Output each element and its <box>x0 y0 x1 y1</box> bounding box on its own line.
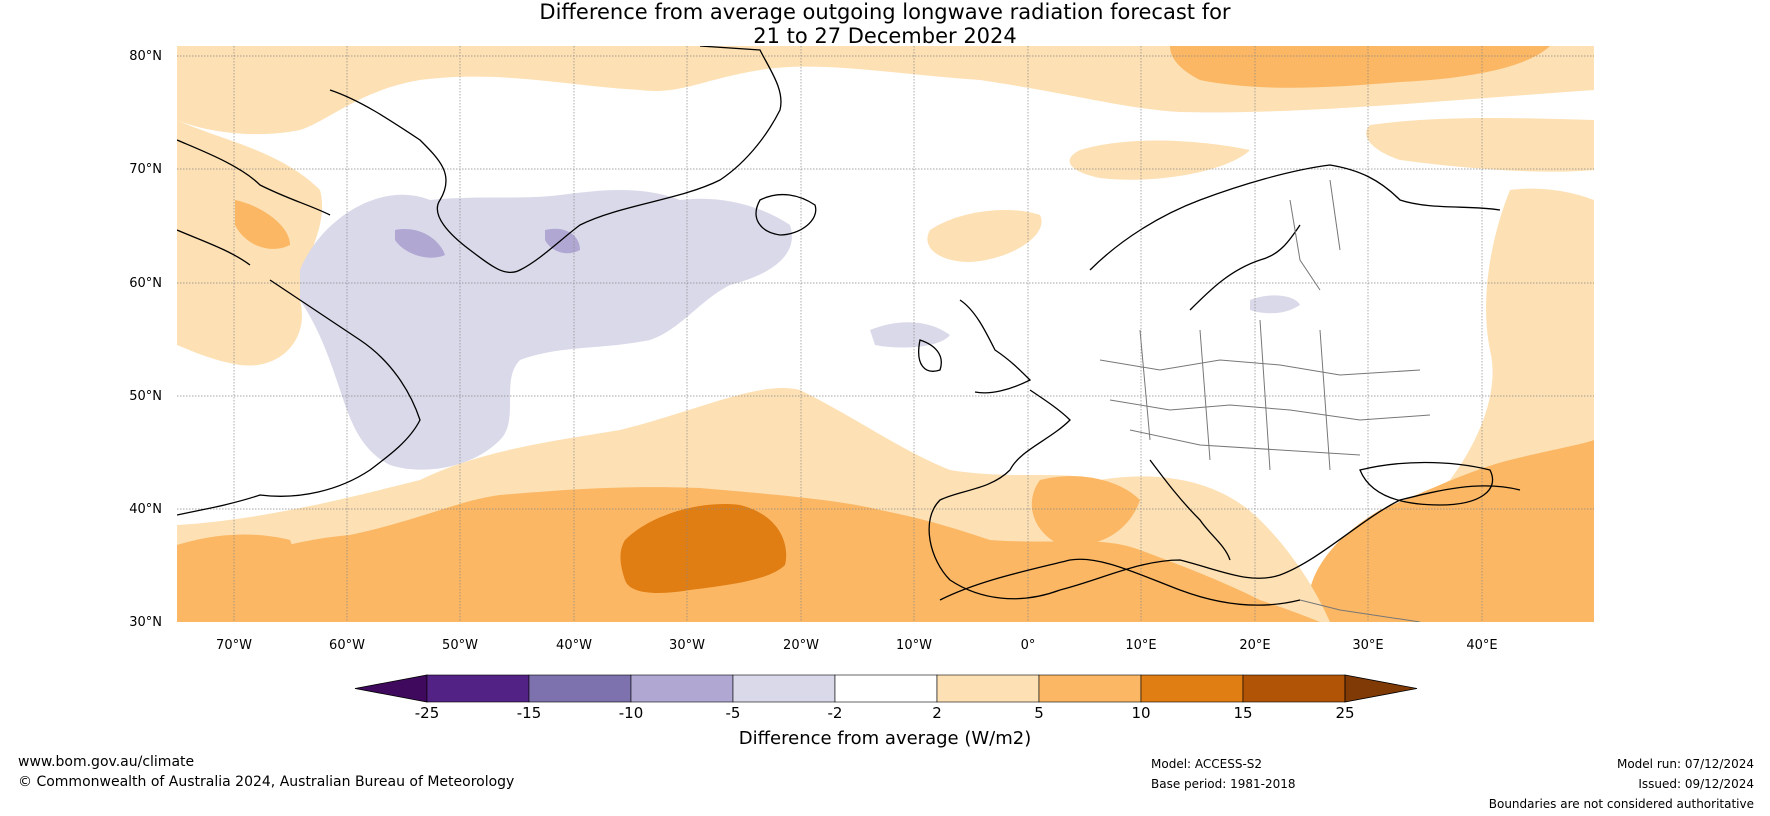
colorbar-tick-labels: -25 -15 -10 -5 -2 2 5 10 15 25 <box>415 704 1355 722</box>
lon-label-40e: 40°E <box>1466 638 1497 653</box>
chart-title: Difference from average outgoing longwav… <box>0 0 1770 48</box>
anomaly-region-greenland-lavender-mid <box>395 229 445 258</box>
anomaly-region-labrador-lavender <box>300 190 792 470</box>
coastline-iceland <box>755 193 817 236</box>
lat-label-80n: 80°N <box>129 49 162 64</box>
footer-model-run: Model run: 07/12/2024 <box>1616 757 1754 771</box>
colorbar-swatch <box>834 674 938 703</box>
footer-website: www.bom.gov.au/climate <box>18 754 195 770</box>
colorbar-swatch <box>1038 674 1142 703</box>
lon-label-30e: 30°E <box>1352 638 1383 653</box>
lon-label-10w: 10°W <box>896 638 932 653</box>
footer-copyright: © Commonwealth of Australia 2024, Austra… <box>18 774 515 790</box>
footer-model: Model: ACCESS-S2 <box>1151 757 1263 771</box>
anomaly-region-uk-lavender <box>870 322 950 348</box>
coastline-greenland <box>329 46 782 274</box>
colorbar-tick-label: 25 <box>1335 704 1354 722</box>
colorbar <box>354 674 1418 703</box>
lat-label-40n: 40°N <box>129 502 162 517</box>
colorbar-swatch <box>630 674 734 703</box>
lon-label-60w: 60°W <box>329 638 365 653</box>
coastline-british-isles <box>918 299 1032 394</box>
colorbar-tick-label: -10 <box>619 704 644 722</box>
anomaly-region-east-orange <box>1308 440 1594 622</box>
title-line-1: Difference from average outgoing longwav… <box>539 0 1231 24</box>
lat-label-50n: 50°N <box>129 389 162 404</box>
colorbar-tick-label: -25 <box>415 704 440 722</box>
title-line-2: 21 to 27 December 2024 <box>753 24 1017 48</box>
anomaly-field <box>177 46 1594 622</box>
anomaly-region-labrador-light-orange <box>177 180 251 246</box>
lon-label-20w: 20°W <box>783 638 819 653</box>
anomaly-region-southwest-orange <box>177 534 293 600</box>
footer-issued: Issued: 09/12/2024 <box>1638 777 1754 791</box>
coastline-north-africa <box>939 558 1301 606</box>
coastline-labrador <box>177 279 421 516</box>
colorbar-swatch <box>426 674 530 703</box>
coastline-mediterranean <box>1059 485 1521 591</box>
coastline-europe-west <box>928 389 1071 600</box>
colorbar-swatch <box>732 674 836 703</box>
colorbar-tick-label: 15 <box>1233 704 1252 722</box>
colorbar-title: Difference from average (W/m2) <box>738 728 1032 749</box>
colorbar-tick-label: 5 <box>1034 704 1044 722</box>
colorbar-tick-label: 10 <box>1131 704 1150 722</box>
colorbar-swatch <box>936 674 1040 703</box>
lon-label-30w: 30°W <box>669 638 705 653</box>
lon-label-10e: 10°E <box>1125 638 1156 653</box>
colorbar-swatch <box>1242 674 1346 703</box>
footer-disclaimer: Boundaries are not considered authoritat… <box>1488 797 1754 811</box>
coastline-scandinavia <box>1089 164 1501 311</box>
lon-label-50w: 50°W <box>442 638 478 653</box>
coastline-italy <box>1149 459 1231 561</box>
colorbar-tick-label: -5 <box>726 704 741 722</box>
anomaly-region-baltic-lavender <box>1250 295 1300 314</box>
anomaly-region-greenland-lavender-mid-2 <box>545 228 580 254</box>
coastline-baffin <box>177 139 331 266</box>
colorbar-tick-label: -15 <box>517 704 542 722</box>
lon-label-70w: 70°W <box>216 638 252 653</box>
longitude-labels: 70°W 60°W 50°W 40°W 30°W 20°W 10°W 0° 10… <box>216 638 1498 653</box>
country-borders <box>1099 179 1431 622</box>
lat-label-60n: 60°N <box>129 276 162 291</box>
lon-label-0: 0° <box>1021 638 1036 653</box>
anomaly-region-north-orange <box>1170 46 1550 88</box>
coastlines <box>177 46 1521 606</box>
anomaly-region-atlantic-dark-orange <box>620 504 787 593</box>
colorbar-swatch <box>1140 674 1244 703</box>
colorbar-tick-label: -2 <box>828 704 843 722</box>
coastline-black-sea <box>1359 461 1494 506</box>
lat-label-30n: 30°N <box>129 615 162 630</box>
anomaly-region-barents-light-orange <box>1366 117 1594 172</box>
footer-base-period: Base period: 1981-2018 <box>1151 777 1296 791</box>
lon-label-20e: 20°E <box>1239 638 1270 653</box>
gridlines <box>177 46 1594 622</box>
lon-label-40w: 40°W <box>556 638 592 653</box>
anomaly-region-iceland-sea-light-orange <box>1069 140 1250 180</box>
lat-label-70n: 70°N <box>129 162 162 177</box>
anomaly-region-baffin-orange <box>235 200 290 249</box>
colorbar-extension-low <box>354 674 428 703</box>
anomaly-region-norwegian-sea-light-orange <box>927 210 1042 262</box>
colorbar-swatch <box>528 674 632 703</box>
colorbar-tick-label: 2 <box>932 704 942 722</box>
anomaly-region-iberia-orange <box>1031 476 1140 546</box>
colorbar-extension-high <box>1344 674 1418 703</box>
latitude-labels: 80°N 70°N 60°N 50°N 40°N 30°N <box>129 49 162 630</box>
